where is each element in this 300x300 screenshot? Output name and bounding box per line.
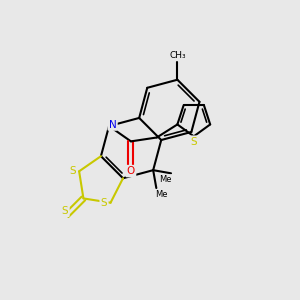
Text: O: O: [127, 166, 135, 176]
Text: S: S: [69, 166, 76, 176]
Text: S: S: [62, 206, 68, 216]
Text: CH₃: CH₃: [169, 51, 186, 60]
Text: S: S: [101, 198, 107, 208]
Text: S: S: [190, 137, 197, 147]
Text: Me: Me: [159, 176, 172, 184]
Text: N: N: [109, 119, 116, 130]
Text: Me: Me: [155, 190, 168, 199]
